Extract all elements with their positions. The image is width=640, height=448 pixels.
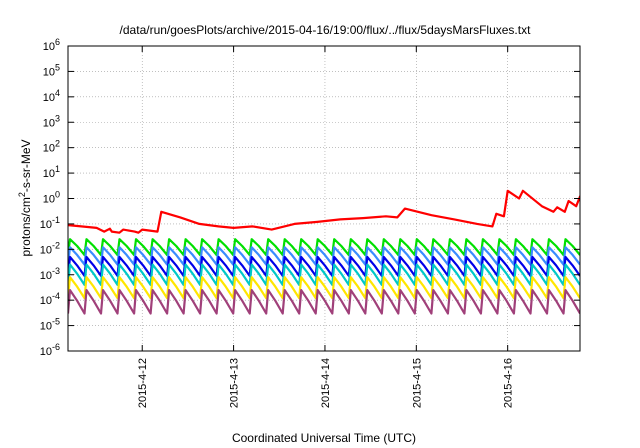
data-series xyxy=(68,189,580,315)
x-axis-label: Coordinated Universal Time (UTC) xyxy=(232,431,416,445)
y-tick-label: 10-5 xyxy=(40,317,60,333)
series-line-1 xyxy=(68,189,580,234)
chart-title: /data/run/goesPlots/archive/2015-04-16/1… xyxy=(120,23,532,37)
axis-ticks: 10-6 10-5 10-4 10-3 10-2 10-1 100 101 102 103 104 1… xyxy=(40,37,580,408)
grid xyxy=(68,46,580,351)
y-tick-label: 102 xyxy=(43,139,60,155)
x-tick-label: 2015-4-14 xyxy=(320,358,332,408)
x-tick-label: 2015-4-15 xyxy=(411,358,423,408)
y-tick-label: 10-4 xyxy=(40,291,60,307)
y-tick-label: 100 xyxy=(43,190,60,206)
y-axis-label: protons/cm2-s-sr-MeV xyxy=(17,139,33,256)
series-line-5 xyxy=(68,263,580,286)
series-line-7 xyxy=(68,289,580,315)
series-line-3 xyxy=(68,246,580,266)
y-tick-label: 10-1 xyxy=(40,215,60,231)
x-tick-label: 2015-4-12 xyxy=(137,358,149,408)
y-tick-label: 106 xyxy=(43,37,60,53)
y-tick-label: 103 xyxy=(43,113,60,129)
y-tick-label: 10-2 xyxy=(40,240,60,256)
y-tick-label: 10-6 xyxy=(40,342,60,358)
y-tick-label: 101 xyxy=(43,164,60,180)
y-tick-label: 105 xyxy=(43,62,60,78)
series-line-6 xyxy=(68,276,580,300)
x-tick-label: 2015-4-16 xyxy=(503,358,515,408)
y-tick-label: 104 xyxy=(43,88,60,104)
x-tick-label: 2015-4-13 xyxy=(229,358,241,408)
y-tick-label: 10-3 xyxy=(40,266,60,282)
